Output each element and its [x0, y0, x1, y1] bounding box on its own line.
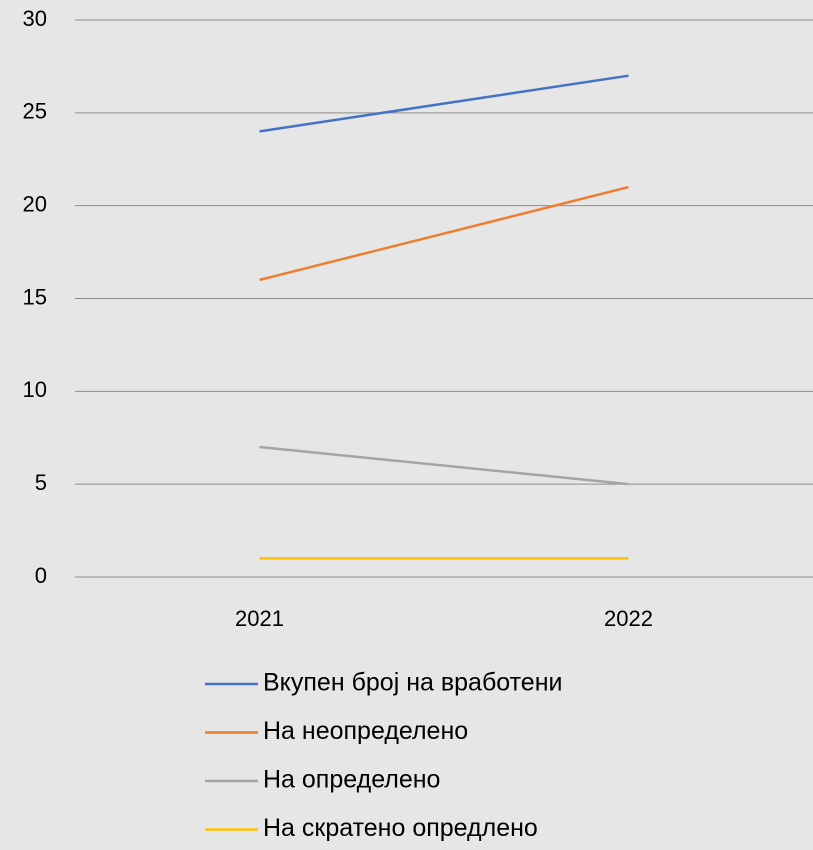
y-tick-label: 5 [35, 470, 47, 495]
legend-label: На определено [263, 766, 440, 794]
legend-label: Вкупен број на вработени [263, 669, 562, 697]
series-line [259, 445, 629, 486]
y-tick-label: 10 [23, 377, 47, 402]
x-tick-label: 2022 [604, 606, 653, 631]
y-tick-label: 20 [23, 191, 47, 216]
y-tick-label: 30 [23, 6, 47, 31]
y-tick-label: 0 [35, 563, 47, 588]
series-line [259, 74, 629, 133]
legend-label: На скратено опредлено [263, 814, 538, 842]
series-line [259, 185, 629, 282]
legend-label: На неопределено [263, 717, 468, 745]
x-tick-label: 2021 [235, 606, 284, 631]
y-tick-label: 25 [23, 99, 47, 124]
y-tick-label: 15 [23, 284, 47, 309]
